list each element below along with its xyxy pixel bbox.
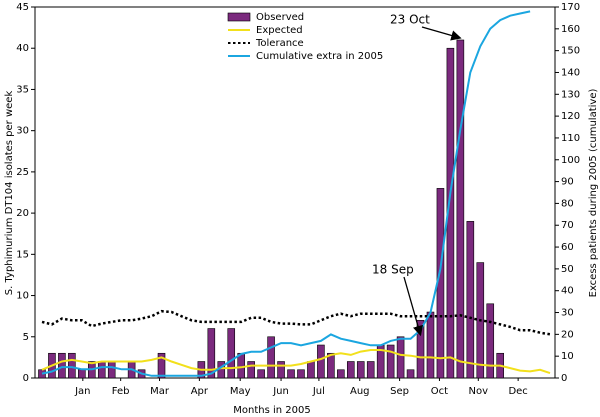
- bar: [78, 369, 86, 379]
- y2-tick-label: 90: [561, 177, 574, 188]
- bar: [327, 352, 335, 379]
- bar: [157, 352, 166, 379]
- bar: [307, 361, 315, 379]
- bar: [227, 328, 236, 379]
- bar: [406, 369, 415, 379]
- annotation: 18 Sep: [372, 263, 414, 277]
- y-tick-label: 40: [16, 43, 29, 54]
- annotation-arrow: [403, 276, 424, 337]
- bar: [287, 369, 295, 379]
- bar: [366, 361, 375, 379]
- bar: [317, 344, 325, 379]
- x-tick-label: May: [230, 386, 251, 397]
- legend-label: Expected: [256, 25, 303, 36]
- bar: [237, 352, 245, 379]
- bar: [257, 369, 265, 379]
- y-axis-label: S. Typhimurium DT104 isolates per week: [4, 91, 15, 296]
- x-tick-label: Mar: [150, 386, 170, 397]
- y2-tick-label: 60: [561, 242, 574, 253]
- series-line: [41, 10, 531, 377]
- bar: [386, 344, 395, 379]
- bar: [466, 221, 475, 379]
- bar: [68, 352, 76, 379]
- bar: [416, 319, 425, 379]
- bar: [337, 369, 345, 379]
- bar: [207, 328, 216, 379]
- y-tick-label: 35: [16, 84, 29, 95]
- x-tick-label: Jan: [74, 386, 90, 397]
- bar: [97, 361, 106, 379]
- x-tick-label: Dec: [508, 386, 527, 397]
- y-tick-label: 45: [16, 2, 29, 13]
- x-tick-label: Oct: [431, 386, 448, 397]
- y-tick-label: 15: [16, 249, 29, 260]
- y2-tick-label: 160: [561, 24, 580, 35]
- y2-tick-label: 20: [561, 329, 574, 340]
- y-tick-label: 5: [23, 332, 29, 343]
- y2-tick-label: 100: [561, 155, 580, 166]
- y-tick-label: 25: [16, 167, 29, 178]
- x-tick-label: Feb: [112, 386, 130, 397]
- bar: [356, 361, 365, 379]
- legend-swatch: [227, 12, 251, 22]
- y2-tick-label: 50: [561, 264, 574, 275]
- bar: [107, 361, 116, 379]
- y-tick-label: 10: [16, 291, 29, 302]
- y2-tick-label: 130: [561, 89, 580, 100]
- y2-tick-label: 0: [561, 373, 567, 384]
- legend-label: Observed: [256, 12, 304, 23]
- y2-tick-label: 30: [561, 308, 574, 319]
- bar: [486, 303, 495, 379]
- x-tick-label: Jun: [272, 386, 289, 397]
- bar: [346, 361, 355, 379]
- bar: [58, 352, 66, 379]
- plot-frame: [34, 6, 556, 379]
- y2-tick-label: 110: [561, 133, 580, 144]
- y-tick-label: 30: [16, 126, 29, 137]
- bar: [297, 369, 305, 379]
- series-line: [41, 349, 551, 375]
- bar: [456, 39, 465, 379]
- series-line: [41, 309, 551, 336]
- bar: [247, 361, 255, 379]
- y-tick-label: 0: [23, 373, 29, 384]
- bar: [277, 361, 285, 379]
- y2-tick-label: 70: [561, 220, 574, 231]
- bar: [267, 336, 275, 379]
- y2-tick-label: 150: [561, 46, 580, 57]
- x-tick-label: Nov: [469, 386, 489, 397]
- annotation: 23 Oct: [390, 13, 430, 27]
- x-tick-label: Jul: [312, 386, 325, 397]
- y-tick-label: 20: [16, 208, 29, 219]
- y2-tick-label: 80: [561, 198, 574, 209]
- legend-label: Tolerance: [255, 38, 304, 49]
- bar: [396, 336, 405, 379]
- x-axis-label: Months in 2005: [233, 405, 310, 416]
- y2-axis-label: Excess patients during 2005 (cumulative): [588, 89, 599, 298]
- y2-tick-label: 40: [561, 286, 574, 297]
- x-tick-label: Apr: [191, 386, 209, 397]
- x-tick-label: Aug: [350, 386, 370, 397]
- x-tick-label: Sep: [390, 386, 409, 397]
- legend-label: Cumulative extra in 2005: [256, 51, 383, 62]
- annotation-arrow: [421, 26, 462, 41]
- y2-tick-label: 10: [561, 351, 574, 362]
- y2-tick-label: 140: [561, 67, 580, 78]
- y2-tick-label: 170: [561, 2, 580, 13]
- y2-tick-label: 120: [561, 111, 580, 122]
- bar: [426, 311, 435, 379]
